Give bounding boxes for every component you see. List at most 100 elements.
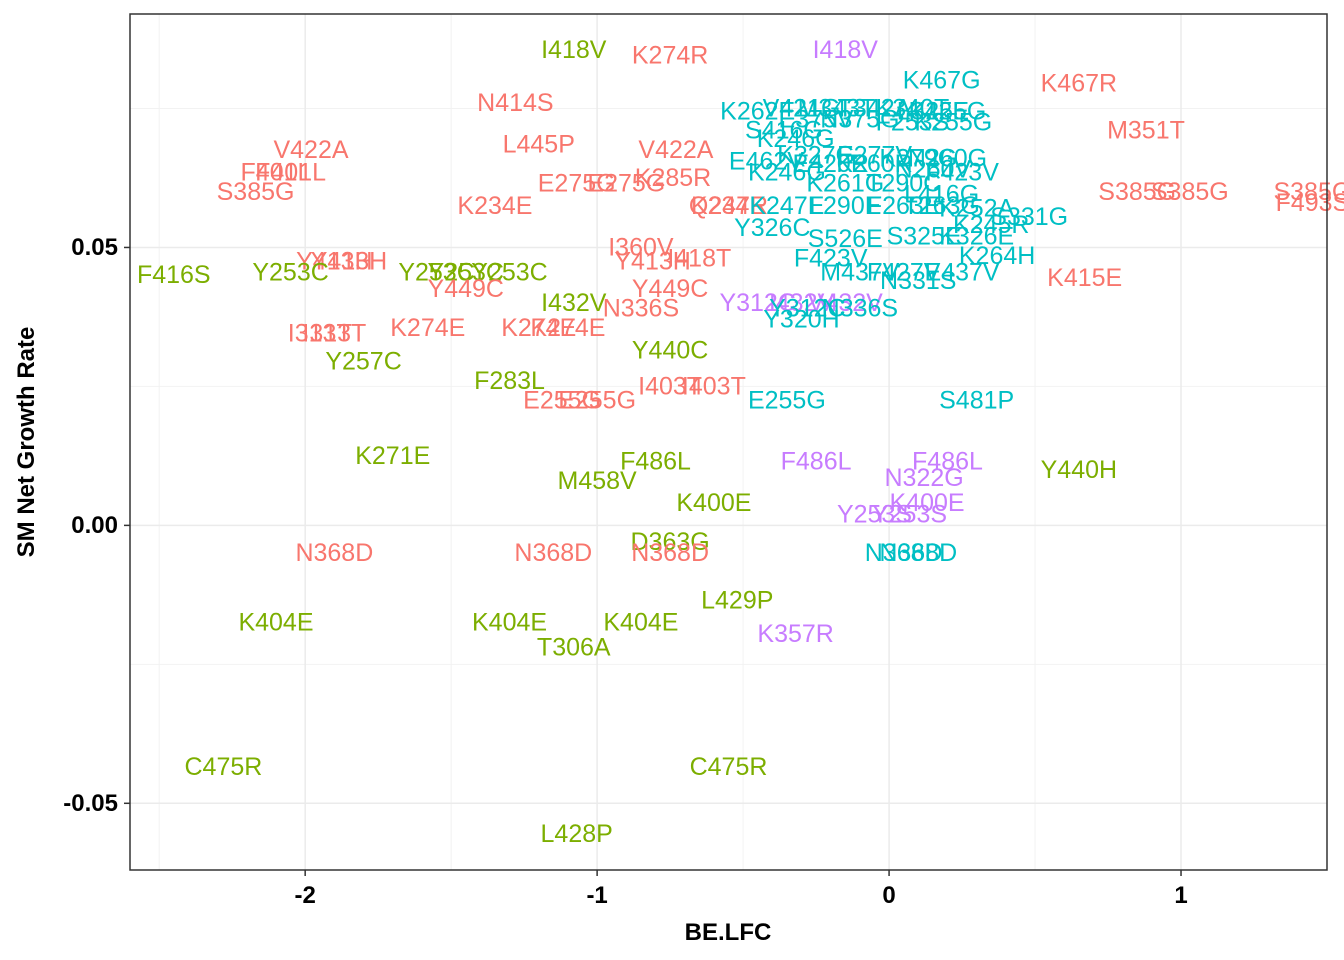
point-label: N331S [880,267,956,295]
point-labels: I418V K274R I418V K467G K467R N414S K262EV421G… [137,36,1344,848]
point-label: E255G [748,386,826,414]
point-label: N368D [631,539,709,567]
point-label: F486L [620,447,691,475]
point-label: I432V [769,289,835,317]
point-label: F253S [876,108,950,136]
point-label: E420R [792,150,868,178]
point-label: Y413H [311,247,387,275]
point-label: D363G [631,528,710,556]
y-tick-label: 0.05 [71,234,118,261]
point-label: L342E [897,97,969,125]
point-label: Y449C [632,275,708,303]
point-label: K234E [457,192,532,220]
point-label: V422A [273,136,348,164]
point-label: K326E [939,222,1014,250]
point-label: Y449C [428,275,504,303]
point-label: K252A [939,195,1014,223]
point-label: F416S [137,261,211,289]
point-label: L290E [809,192,881,220]
point-label: I432V [541,289,607,317]
point-label: N322G [884,464,963,492]
point-label: T306A [537,634,611,662]
point-label: Y253C [471,258,547,286]
point-label: K245R [953,211,1029,239]
plot-border [129,13,1328,871]
point-label: I418T [667,245,731,273]
point-label: K271E [355,442,430,470]
point-label: E462V [729,147,804,175]
point-label: I403T [638,372,702,400]
y-tick-label: -0.05 [63,790,118,817]
point-label: M351T [1107,117,1185,145]
point-label: E437V [925,258,1000,286]
plot-background [130,14,1327,870]
point-label: N368D [865,539,943,567]
point-label: F401L [241,158,312,186]
point-label: N260G [908,145,987,173]
point-label: Y253S [872,500,947,528]
point-label: K261G [806,170,884,198]
point-label: K467R [1041,69,1117,97]
point-label: N260V [895,156,972,184]
point-label: K415E [1047,264,1122,292]
point-label: K262E [720,97,795,125]
point-label: K327G [777,142,855,170]
point-label: I313T [288,320,352,348]
point-label: K340T [876,94,950,122]
minor-gridlines [130,14,1328,870]
point-label: M458V [558,467,638,495]
point-label: C475R [185,753,263,781]
point-label: K467G [903,67,981,95]
point-label: L428P [541,820,613,848]
point-label: K404E [603,609,678,637]
point-label: S385G [217,178,295,206]
point-label: S526E [808,225,883,253]
point-label: N336S [603,295,679,323]
x-tick-label: 0 [882,882,895,909]
point-label: Y257C [325,347,401,375]
point-label: F493S [1276,189,1344,217]
point-label: K234E [691,192,766,220]
point-label: E277V [837,142,912,170]
point-label: N336S [822,295,898,323]
point-label: K246G [757,125,835,153]
x-tick-label: 1 [1174,882,1187,909]
point-label: N414S [477,89,553,117]
point-label: K404E [238,609,313,637]
point-label: S385G [1273,178,1344,206]
point-label: Y440H [1041,456,1117,484]
point-label: I418V [541,36,607,64]
point-label: I313T [302,320,366,348]
point-label: K246G [748,158,826,186]
point-label: Y413H [296,247,372,275]
point-label: K255G [914,108,992,136]
point-label: F423V [925,158,999,186]
point-label: T290C [866,170,941,198]
point-label: F401L [255,158,326,186]
x-tick-label: -1 [586,882,607,909]
point-label: Y312C [719,289,795,317]
point-label: K274R [632,42,708,70]
point-label: N375G [820,106,899,134]
point-label: C475R [690,753,768,781]
point-label: F423V [794,245,868,273]
point-label: S416G [745,117,823,145]
y-axis-title: SM Net Growth Rate [13,327,40,558]
point-label: K274E [501,314,576,342]
y-axis: -0.05 0.00 0.05 [63,234,130,817]
y-tick-label: 0.00 [71,512,118,539]
point-label: K247E [749,192,824,220]
point-label: I360V [608,233,674,261]
point-label: K400E [676,489,751,517]
point-label: I403T [682,372,746,400]
point-label: Y253S [837,500,912,528]
point-label: L429P [701,586,773,614]
point-label: Y326C [734,214,810,242]
point-label: E255G [558,386,636,414]
point-label: K357R [757,620,833,648]
point-label: Y440C [632,336,708,364]
point-label: S325E [887,222,962,250]
point-label: F427V [867,258,941,286]
point-label: K400E [889,489,964,517]
point-label: Y320H [763,306,839,334]
